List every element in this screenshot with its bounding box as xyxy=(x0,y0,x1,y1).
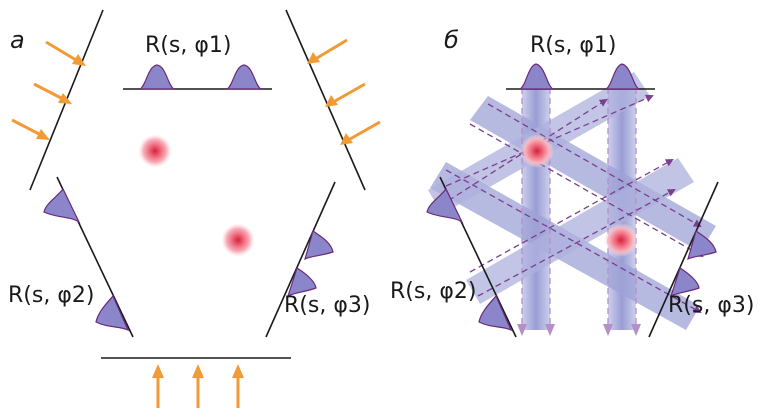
panel-a: а R(s, φ1) R(s, φ2) xyxy=(8,9,381,408)
projection-bump xyxy=(226,64,262,90)
projection-bump xyxy=(286,267,317,298)
panel-a-letter: а xyxy=(10,26,25,54)
label-r-phi3: R(s, φ3) xyxy=(668,293,754,318)
beam-dashed-outlines xyxy=(439,88,704,330)
label-r-phi2: R(s, φ2) xyxy=(390,279,476,304)
projection-bump xyxy=(426,187,464,224)
incoming-arrows-left xyxy=(11,40,86,140)
sample-spot xyxy=(138,134,172,168)
projection-bump xyxy=(687,230,717,261)
incoming-arrows-right xyxy=(307,38,381,145)
panel-b: б R(s, xyxy=(390,26,754,338)
incoming-arrows-bottom xyxy=(152,364,244,408)
projection-bump xyxy=(43,187,81,224)
beam-end-arrows xyxy=(517,324,641,336)
projection-bump xyxy=(669,267,700,298)
projection-bump xyxy=(478,294,513,332)
reconstructed-spot xyxy=(604,223,638,257)
projection-bump xyxy=(95,294,130,332)
frame-line xyxy=(285,9,366,191)
projection-bump xyxy=(139,64,175,90)
projection-bump xyxy=(304,230,334,261)
label-r-phi3: R(s, φ3) xyxy=(284,293,370,318)
reconstructed-spot xyxy=(520,134,554,168)
projection-bump xyxy=(605,63,640,90)
label-r-phi2: R(s, φ2) xyxy=(8,283,94,308)
detector-line-3 xyxy=(265,181,336,338)
projection-bump xyxy=(519,63,554,90)
panel-b-letter: б xyxy=(444,26,459,54)
detector-line-3 xyxy=(648,181,719,338)
label-r-phi1: R(s, φ1) xyxy=(145,33,231,58)
sample-spot xyxy=(221,223,255,257)
label-r-phi1: R(s, φ1) xyxy=(530,33,616,58)
